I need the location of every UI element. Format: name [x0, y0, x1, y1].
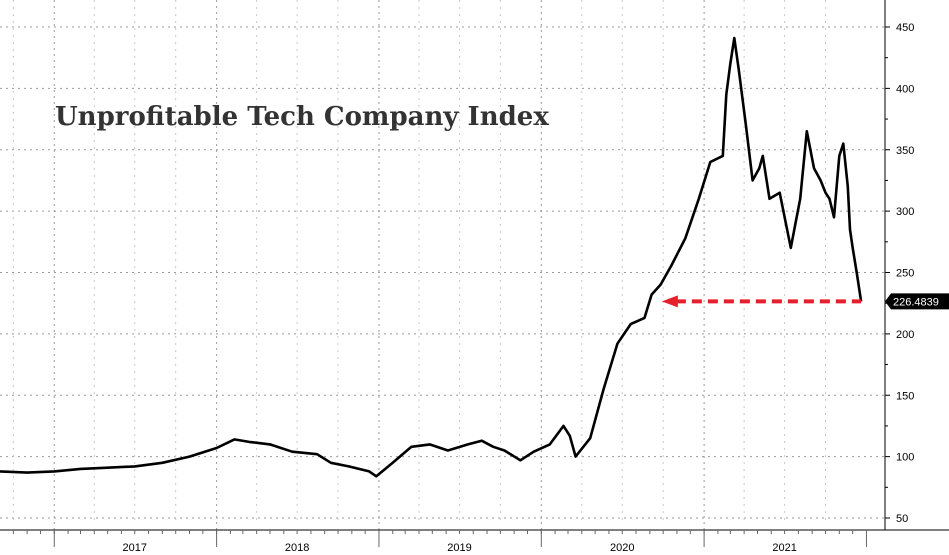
y-tick-label: 200 — [896, 329, 914, 341]
last-value-badge-bg — [885, 293, 949, 310]
y-tick-label: 50 — [896, 513, 908, 525]
last-value-badge: 226.4839 — [885, 293, 949, 310]
plot-frame — [0, 0, 949, 531]
y-tick-label: 100 — [896, 452, 914, 464]
y-axis: 450 400 350 300 250 200 150 100 50 — [885, 22, 914, 525]
x-tick-label: 2017 — [123, 542, 147, 554]
x-tick-label: 2020 — [610, 542, 634, 554]
x-tick-label: 2021 — [772, 542, 796, 554]
series-line — [0, 36, 863, 478]
x-tick-label: 2018 — [285, 542, 309, 554]
last-value-label: 226.4839 — [893, 296, 939, 308]
reference-arrowhead — [661, 295, 678, 308]
y-tick-label: 350 — [896, 145, 914, 157]
chart-title: Unprofitable Tech Company Index — [55, 102, 549, 132]
reference-arrow — [661, 295, 862, 308]
x-tick-label: 2019 — [447, 542, 471, 554]
y-tick-label: 400 — [896, 83, 914, 95]
y-tick-label: 150 — [896, 390, 914, 402]
grid-lines — [0, 0, 885, 530]
x-axis: 2017 2018 2019 2020 2021 — [12, 530, 867, 554]
y-tick-label: 450 — [896, 22, 914, 34]
y-tick-label: 250 — [896, 268, 914, 280]
y-tick-label: 300 — [896, 206, 914, 218]
